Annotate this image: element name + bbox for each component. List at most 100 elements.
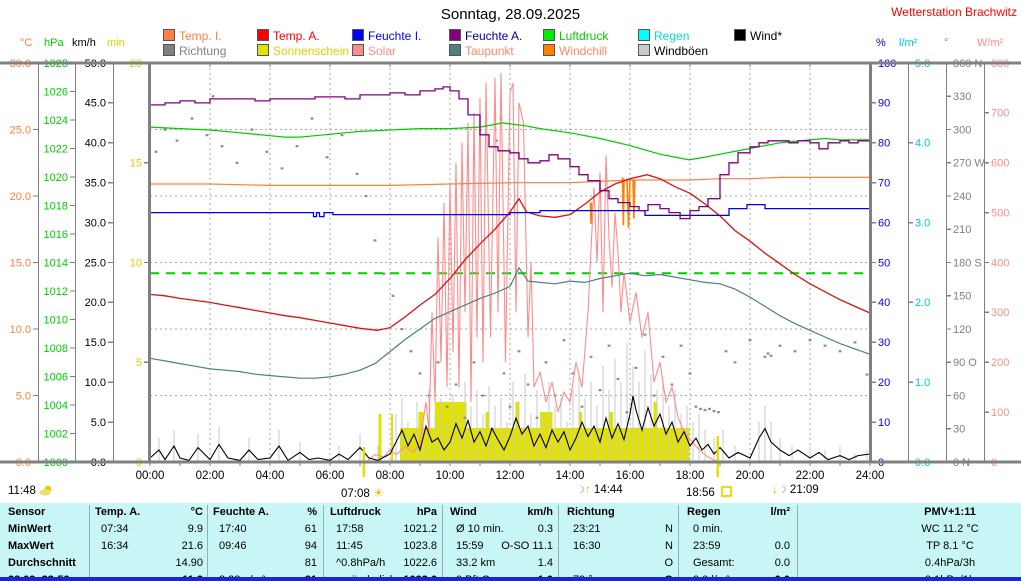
legend-item-luftdruck: Luftdruck [543, 29, 609, 43]
solar-swatch [352, 44, 364, 56]
bottom-divider [0, 577, 1021, 581]
svg-text:200: 200 [991, 357, 1009, 369]
table-cell: 09:46 94 [219, 540, 317, 552]
svg-text:2.0: 2.0 [915, 297, 930, 309]
sensor-summary-table: SensorMinWertMaxWertDurchschnitt28.09. 2… [0, 503, 1021, 581]
table-separator [442, 505, 443, 581]
sunset-square-icon [720, 486, 732, 497]
column-header: Regen l/m² [687, 506, 790, 518]
svg-text:06:00: 06:00 [316, 470, 345, 482]
svg-text:22:00: 22:00 [796, 470, 825, 482]
day-length-value: 11:48 [8, 485, 36, 497]
feuchte-a-label: Feuchte A. [465, 29, 523, 43]
taupunkt-label: Taupunkt [465, 44, 514, 58]
svg-text:210: 210 [953, 224, 971, 236]
svg-text:30.0: 30.0 [85, 217, 106, 229]
svg-text:300: 300 [953, 124, 971, 136]
svg-text:40: 40 [878, 297, 890, 309]
regen-swatch [638, 29, 650, 41]
svg-text:15.0: 15.0 [10, 257, 31, 269]
svg-text:60: 60 [878, 217, 890, 229]
sun-cloud-icon [39, 485, 54, 499]
axis-unit-wm2: W/m² [977, 37, 1004, 49]
moonrise-marker: ☽↑ 14:44 [576, 484, 623, 496]
svg-text:10:00: 10:00 [436, 470, 465, 482]
legend-item-taupunkt: Taupunkt [449, 44, 514, 58]
svg-text:4.0: 4.0 [915, 138, 930, 150]
column-header: Luftdruck hPa [330, 506, 437, 518]
table-separator [323, 505, 324, 581]
sonnenschein-label: Sonnenschein [273, 44, 350, 58]
feuchte-i-swatch [352, 29, 364, 41]
svg-text:00:00: 00:00 [136, 470, 165, 482]
moonset-moon-icon: ☽ [777, 485, 787, 496]
legend-item-temp-i: Temp. I. [163, 29, 222, 43]
svg-text:10.0: 10.0 [10, 324, 31, 336]
regen-label: Regen [654, 29, 690, 43]
table-cell: TP 8.1 °C [926, 540, 974, 552]
svg-text:330: 330 [953, 91, 971, 103]
wind-swatch [734, 29, 746, 41]
table-cell: 17:40 61 [219, 523, 317, 535]
richtung-swatch [163, 44, 175, 56]
row-label: Durchschnitt [8, 557, 76, 569]
windboeen-label: Windböen [654, 44, 709, 58]
table-separator [207, 505, 208, 581]
svg-text:30: 30 [878, 337, 890, 349]
svg-text:14:00: 14:00 [556, 470, 585, 482]
row-label: MinWert [8, 523, 52, 535]
temp-a-swatch [257, 29, 269, 41]
svg-text:400: 400 [991, 257, 1009, 269]
moonrise-arrow-icon: ↑ [584, 484, 591, 496]
svg-text:18:00: 18:00 [676, 470, 705, 482]
svg-text:10: 10 [878, 417, 890, 429]
windchill-swatch [543, 44, 555, 56]
svg-text:08:00: 08:00 [376, 470, 405, 482]
legend-item-wind: Wind* [734, 29, 782, 43]
sunset-marker: 18:56 [686, 486, 732, 499]
svg-text:25.0: 25.0 [10, 124, 31, 136]
svg-text:45.0: 45.0 [85, 98, 106, 110]
table-cell: 16:30 N [573, 540, 673, 552]
svg-text:1018: 1018 [44, 200, 68, 212]
svg-text:3.0: 3.0 [915, 217, 930, 229]
moonset-arrow-icon: ↓ [772, 484, 778, 496]
legend-item-richtung: Richtung [163, 44, 226, 58]
table-cell: 23:21 N [573, 523, 673, 535]
svg-text:80: 80 [878, 138, 890, 150]
svg-text:50: 50 [878, 257, 890, 269]
feuchte-a-swatch [449, 29, 461, 41]
svg-text:1022: 1022 [44, 143, 68, 155]
svg-text:1024: 1024 [44, 115, 68, 127]
svg-text:1004: 1004 [44, 400, 68, 412]
column-header: Feuchte A.% [213, 506, 317, 518]
svg-text:40.0: 40.0 [85, 138, 106, 150]
svg-text:20.0: 20.0 [85, 297, 106, 309]
table-cell: Gesamt: 0.0 [693, 557, 790, 569]
svg-text:90 O: 90 O [953, 357, 977, 369]
page-title: Sonntag, 28.09.2025 [440, 6, 581, 23]
axis-unit-pct: % [876, 37, 886, 49]
moonset-marker: ↓☽ 21:09 [772, 484, 819, 496]
column-header: Richtung [567, 506, 615, 518]
svg-text:1010: 1010 [44, 314, 68, 326]
table-separator [797, 505, 798, 581]
svg-text:16:00: 16:00 [616, 470, 645, 482]
station-name: Wetterstation Brachwitz [891, 5, 1017, 19]
svg-text:04:00: 04:00 [256, 470, 285, 482]
day-length-marker: 11:48 [8, 485, 54, 499]
temp-i-swatch [163, 29, 175, 41]
feuchte-i-label: Feuchte I. [368, 29, 422, 43]
svg-text:1008: 1008 [44, 343, 68, 355]
svg-text:270 W: 270 W [953, 158, 985, 170]
legend-item-feuchte-i: Feuchte I. [352, 29, 422, 43]
svg-text:150: 150 [953, 291, 971, 303]
luftdruck-label: Luftdruck [559, 29, 609, 43]
svg-text:1006: 1006 [44, 371, 68, 383]
legend-item-solar: Solar [352, 44, 396, 58]
table-cell: 07:34 9.9 [101, 523, 203, 535]
svg-text:5: 5 [136, 357, 142, 369]
table-cell: O [664, 557, 673, 569]
